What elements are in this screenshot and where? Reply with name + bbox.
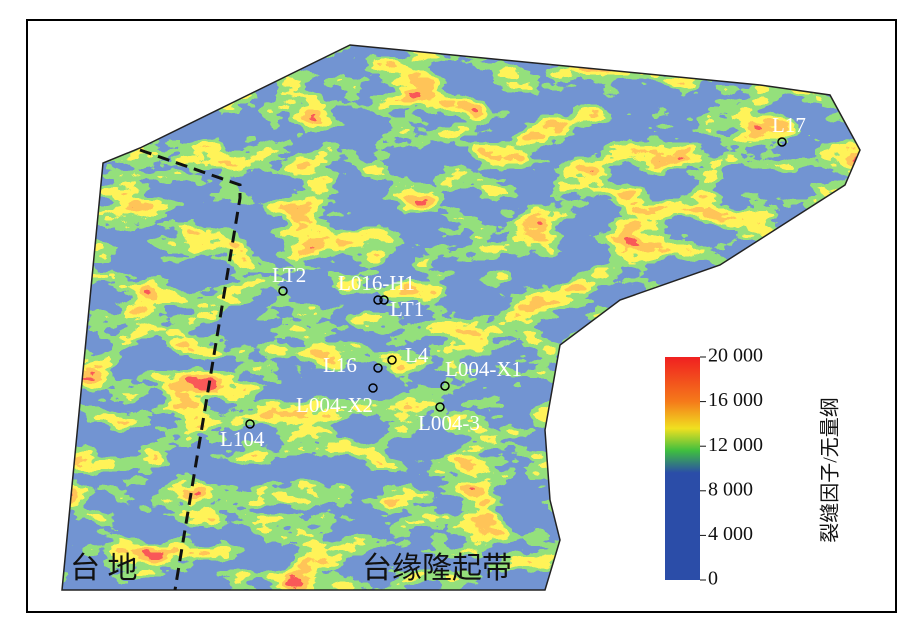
colorbar-tick-label: 12 000 [708, 434, 763, 456]
well-marker [387, 355, 397, 365]
colorbar-title: 裂缝因子/无量纲 [819, 397, 842, 543]
well-marker [373, 295, 383, 305]
well-label: L16 [323, 353, 357, 377]
well-label: L004-X1 [445, 357, 522, 381]
well-label: L17 [772, 113, 806, 137]
well-marker [435, 402, 445, 412]
well-marker [278, 286, 288, 296]
well-label: L104 [220, 427, 265, 451]
well-label: L004-X2 [296, 393, 373, 417]
well-marker [373, 363, 383, 373]
well-label: LT1 [390, 297, 424, 321]
well-marker [440, 381, 450, 391]
well-label: L004-3 [418, 411, 480, 435]
colorbar-tick-label: 16 000 [708, 389, 763, 411]
colorbar-tick-label: 4 000 [708, 523, 753, 545]
outline [61, 44, 861, 591]
colorbar-tick-label: 8 000 [708, 478, 753, 500]
well-label: LT2 [272, 263, 306, 287]
well-marker [245, 419, 255, 429]
colorbar-ticks: 20 000 16 000 12 000 8 000 4 000 0 [700, 345, 763, 590]
well-label: L016-H1 [338, 271, 415, 295]
frame [26, 19, 897, 613]
well-marker [777, 137, 787, 147]
colorbar-tick-label: 0 [708, 568, 718, 590]
region-label: 台 地 [70, 552, 138, 585]
colorbar [665, 357, 700, 580]
well-marker [379, 295, 389, 305]
region-label: 台缘隆起带 [362, 552, 512, 585]
well-label: L4 [405, 343, 429, 367]
well-marker [368, 383, 378, 393]
colorbar-tick-label: 20 000 [708, 345, 763, 367]
